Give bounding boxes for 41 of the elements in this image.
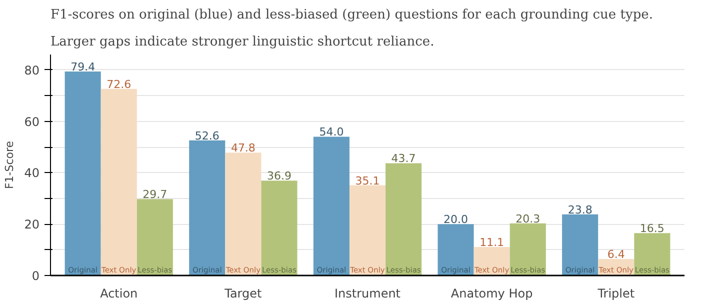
- bar: [261, 180, 298, 276]
- y-tick-label: 20: [24, 218, 40, 232]
- bar: [64, 71, 101, 276]
- bar: [100, 88, 137, 276]
- chart-subtitle: Larger gaps indicate stronger linguistic shortcut reliance.: [50, 34, 434, 50]
- chart-title: F1-scores on original (blue) and less-biased (green) questions for each grounding cue type.: [50, 8, 653, 22]
- x-tick-label: Action: [100, 286, 138, 300]
- data-label: 29.7: [142, 188, 168, 202]
- data-label: 20.3: [516, 212, 540, 226]
- bar: [349, 185, 386, 276]
- data-label: 20.0: [444, 213, 468, 226]
- data-label: 6.4: [607, 248, 625, 262]
- bar: [634, 233, 670, 276]
- y-tick-label: 0: [32, 269, 40, 283]
- y-tick-label: 80: [24, 63, 40, 78]
- bar: [510, 223, 546, 276]
- y-tick-label: 40: [24, 166, 40, 180]
- bar: [136, 199, 173, 276]
- data-label: 52.6: [194, 129, 220, 142]
- x-tick-label: Triplet: [596, 286, 635, 300]
- data-label: 79.4: [70, 60, 96, 74]
- x-tick-label: Target: [224, 286, 262, 300]
- data-label: 23.8: [568, 203, 592, 216]
- data-label: 11.1: [480, 236, 504, 249]
- bar: [225, 152, 262, 276]
- x-tick-label: Instrument: [334, 286, 401, 300]
- data-label: 43.7: [391, 152, 416, 166]
- data-label: 54.0: [319, 126, 344, 139]
- y-tick-label: 60: [24, 114, 40, 129]
- data-label: 35.1: [355, 174, 380, 188]
- bar: [189, 140, 226, 276]
- bar: [386, 163, 422, 276]
- data-label: 36.9: [266, 170, 292, 183]
- y-axis-title: F1-Score: [3, 140, 16, 190]
- x-tick-label: Anatomy Hop: [450, 286, 533, 300]
- bar: [438, 224, 474, 276]
- data-label: 47.8: [230, 142, 256, 155]
- bar: [313, 136, 350, 276]
- data-label: 72.6: [106, 78, 132, 91]
- bar: [562, 214, 598, 276]
- data-label: 16.5: [640, 222, 664, 236]
